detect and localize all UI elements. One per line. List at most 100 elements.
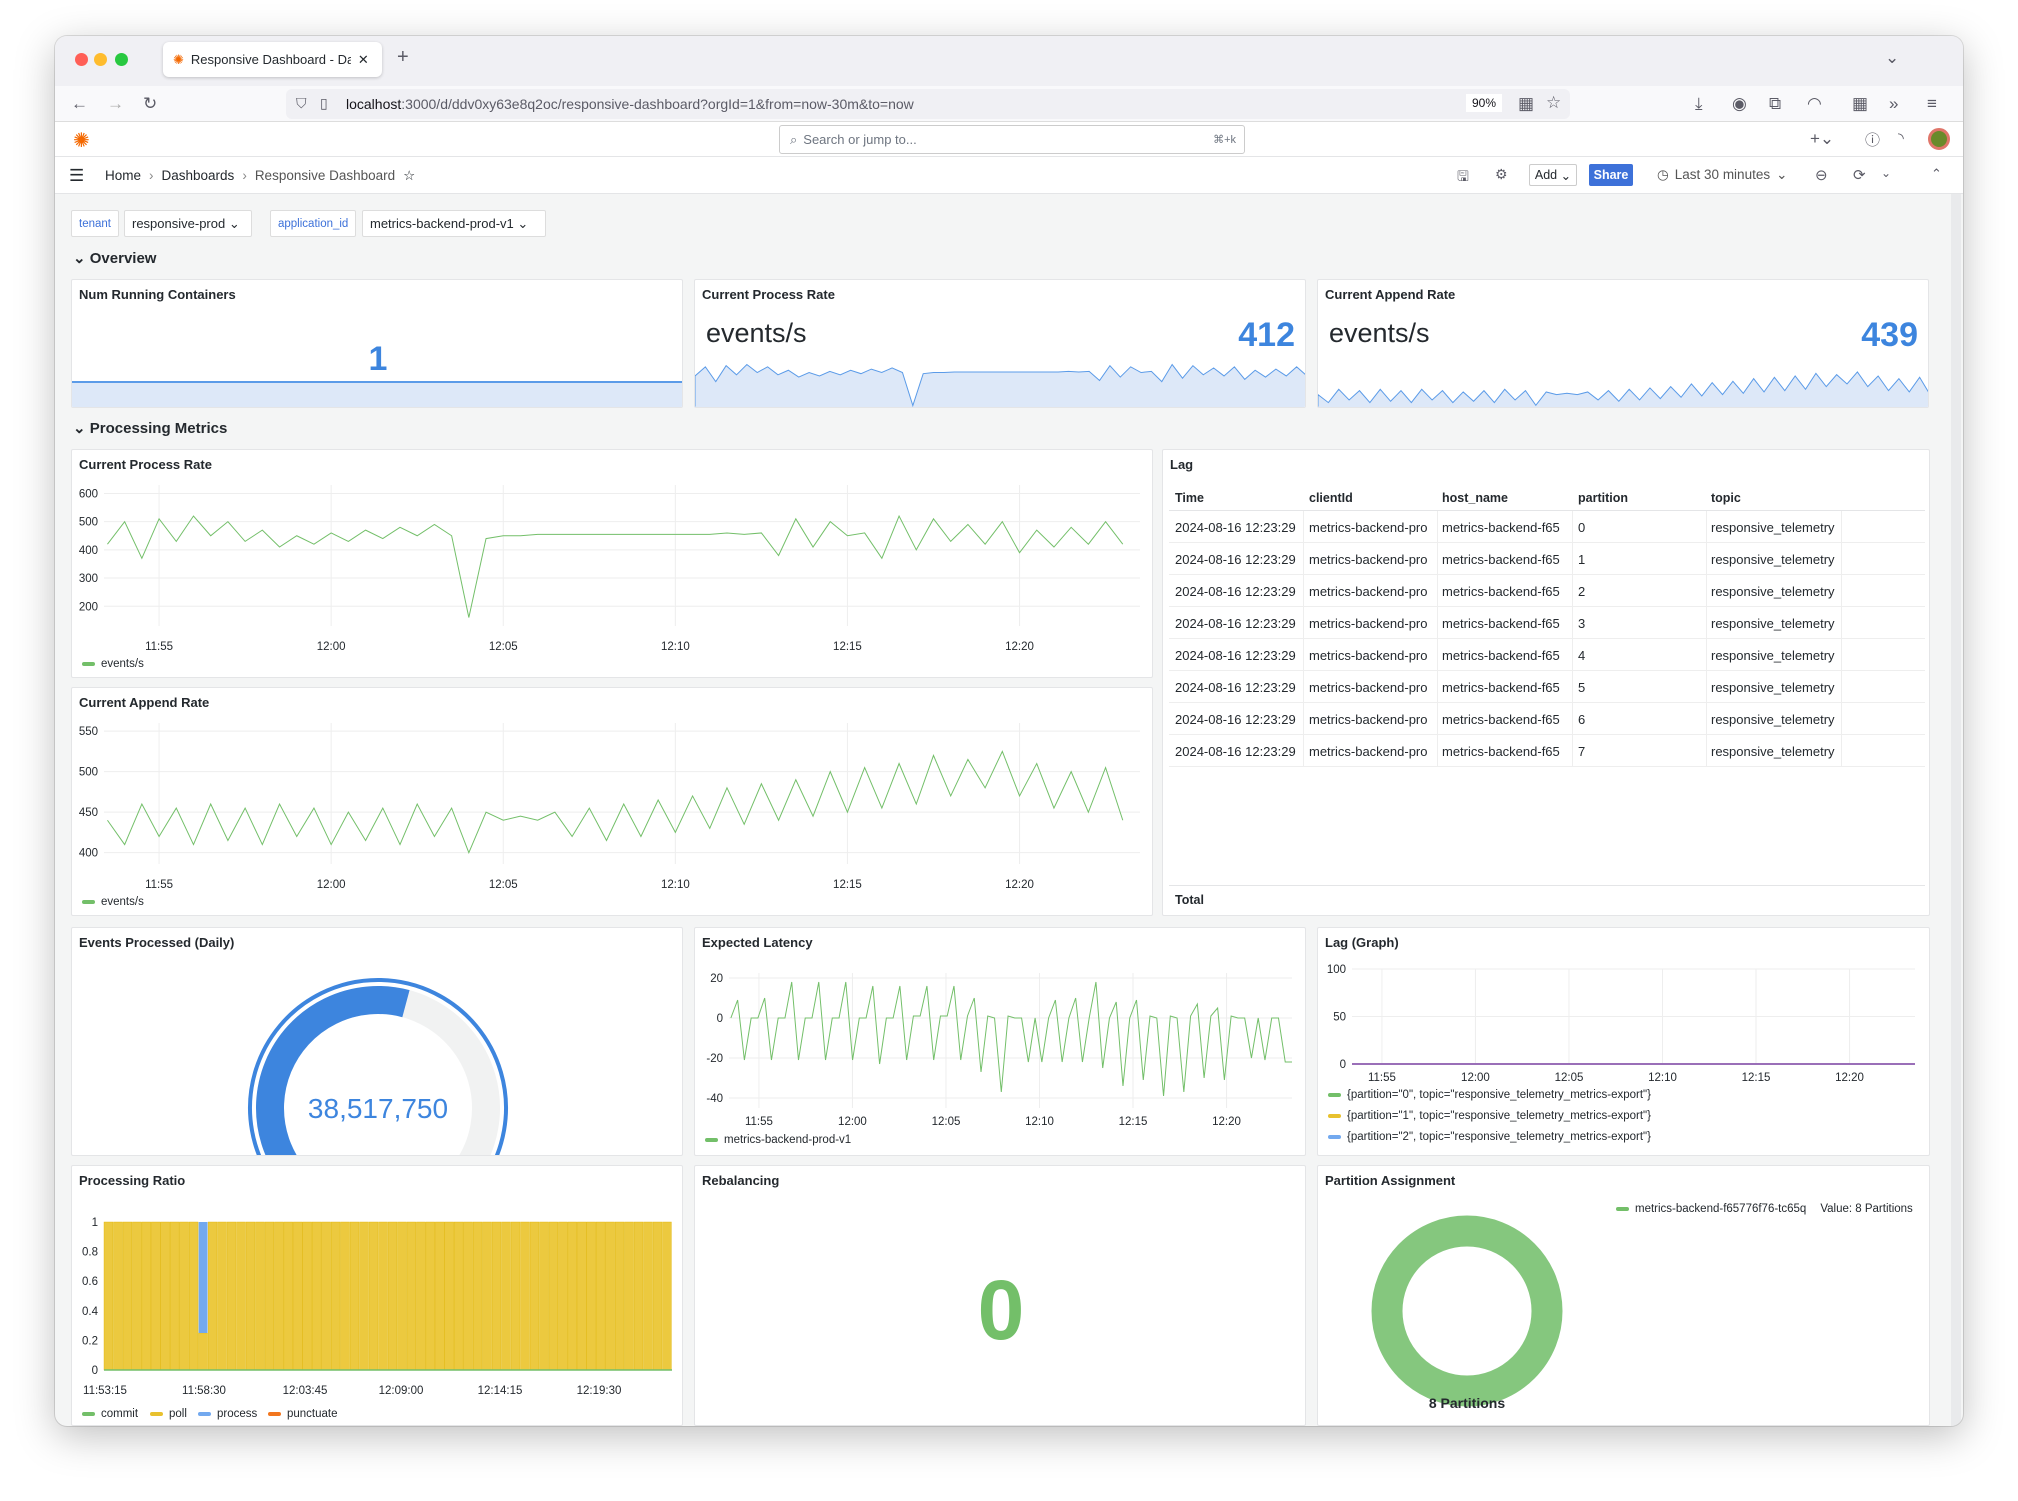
search-input[interactable]: ⌕ Search or jump to... ⌘+k (779, 125, 1245, 154)
new-plus-icon[interactable]: +⌄ (1810, 129, 1835, 148)
minimize-window-button[interactable] (94, 53, 107, 66)
legend-item[interactable]: process (198, 1408, 257, 1420)
help-icon[interactable]: ⓘ (1865, 132, 1881, 149)
hamburger-menu-icon[interactable]: ☰ (69, 166, 85, 185)
legend-swatch (705, 1138, 718, 1142)
legend-item[interactable]: {partition="1", topic="responsive_teleme… (1328, 1110, 1651, 1122)
browser-tab[interactable]: ✺ Responsive Dashboard - Dashboards ✕ (163, 42, 382, 77)
table-row[interactable]: 2024-08-16 12:23:29 metrics-backend-pro me… (1169, 575, 1925, 607)
zoom-out-icon[interactable]: ⊖ (1815, 167, 1828, 184)
scrollbar[interactable] (1951, 194, 1961, 1426)
panel-current-process-rate-stat[interactable]: Current Process Rate events/s 412 (694, 279, 1306, 408)
panel-current-append-rate-stat[interactable]: Current Append Rate events/s 439 (1317, 279, 1929, 408)
y-tick-label: 0.2 (82, 1335, 98, 1347)
url-bar[interactable]: ⛉ ▯ localhost:3000/d/ddv0xy63e8q2oc/resp… (286, 89, 1570, 119)
legend-item[interactable]: {partition="2", topic="responsive_teleme… (1328, 1131, 1651, 1143)
column-header[interactable]: clientId (1309, 491, 1353, 505)
column-header[interactable]: Time (1175, 491, 1204, 505)
reload-icon[interactable]: ↻ (143, 94, 158, 113)
column-header[interactable]: host_name (1442, 491, 1508, 505)
menu-icon[interactable]: ≡ (1927, 94, 1937, 113)
panel-partition-assignment[interactable]: Partition Assignment 8 Partitions metrics-… (1317, 1165, 1930, 1426)
table-row[interactable]: 2024-08-16 12:23:29 metrics-backend-pro me… (1169, 735, 1925, 767)
panel-processing-ratio[interactable]: Processing Ratio 1 0.8 0.6 0.4 0.2 0 11:53:15 11… (71, 1165, 683, 1426)
panel-events-processed-daily[interactable]: Events Processed (Daily) 38,517,750 (71, 927, 683, 1156)
panel-rebalancing[interactable]: Rebalancing 0 (694, 1165, 1306, 1426)
table-row[interactable]: 2024-08-16 12:23:29 metrics-backend-pro me… (1169, 639, 1925, 671)
bar-poll (529, 1221, 540, 1371)
overflow-icon[interactable]: » (1889, 94, 1899, 113)
panel-current-process-rate[interactable]: Current Process Rate 600 500 400 300 200 11:55… (71, 449, 1153, 678)
new-tab-icon[interactable]: + (397, 46, 409, 68)
column-divider (1572, 639, 1573, 671)
table-row[interactable]: 2024-08-16 12:23:29 metrics-backend-pro me… (1169, 607, 1925, 639)
close-tab-icon[interactable]: ✕ (357, 51, 369, 67)
legend-item[interactable]: punctuate (268, 1408, 338, 1420)
bookmark-star-icon[interactable]: ☆ (1546, 93, 1562, 112)
table-row[interactable]: 2024-08-16 12:23:29 metrics-backend-pro me… (1169, 671, 1925, 703)
panel-expected-latency[interactable]: Expected Latency 20 0 -20 -40 11:55 12:00 12:05… (694, 927, 1306, 1156)
table-cell: 2024-08-16 12:23:29 (1175, 680, 1296, 695)
panel-current-append-rate[interactable]: Current Append Rate 550 500 450 400 11:55 12:0… (71, 687, 1153, 916)
grafana-logo-icon[interactable]: ✺ (73, 130, 90, 152)
bar-poll (406, 1221, 416, 1371)
table-row[interactable]: 2024-08-16 12:23:29 metrics-backend-pro me… (1169, 703, 1925, 735)
time-picker[interactable]: ◷ Last 30 minutes ⌄ (1657, 167, 1788, 182)
legend-item[interactable]: {partition="0", topic="responsive_teleme… (1328, 1089, 1651, 1101)
legend-item[interactable]: metrics-backend-f65776f76-tc65q Value: 8 … (1616, 1203, 1913, 1215)
tab-bar: ✺ Responsive Dashboard - Dashboards ✕ + … (55, 36, 1963, 86)
refresh-interval-chevron-icon[interactable]: ⌄ (1881, 166, 1892, 180)
row-overview[interactable]: ⌄ Overview (73, 250, 157, 267)
legend-item[interactable]: events/s (82, 658, 144, 670)
save-icon[interactable]: 🖫 (1457, 168, 1469, 184)
column-header[interactable]: partition (1578, 491, 1628, 505)
variable-select-tenant[interactable]: responsive-prod ⌄ (124, 210, 252, 237)
panel-num-running-containers[interactable]: Num Running Containers 1 (71, 279, 683, 408)
column-divider (1303, 511, 1304, 543)
shield-icon[interactable]: ⛉ (296, 95, 307, 111)
account-icon[interactable]: ◉ (1732, 94, 1747, 113)
settings-gear-icon[interactable]: ⚙ (1495, 166, 1508, 182)
back-icon[interactable]: ← (71, 94, 88, 113)
column-header[interactable]: topic (1711, 491, 1741, 505)
x-tick-label: 11:53:15 (83, 1385, 127, 1397)
bar-poll (331, 1221, 341, 1371)
extensions-icon[interactable]: ⧉ (1769, 94, 1782, 113)
table-row[interactable]: 2024-08-16 12:23:29 metrics-backend-pro me… (1169, 543, 1925, 575)
legend-item[interactable]: events/s (82, 896, 144, 908)
bar-poll (368, 1221, 379, 1371)
bar-poll (349, 1221, 360, 1371)
legend-label: process (217, 1408, 258, 1420)
legend-item[interactable]: commit (82, 1408, 138, 1420)
breadcrumb-home[interactable]: Home (105, 168, 142, 183)
table-cell: metrics-backend-pro (1309, 552, 1428, 567)
grid-plus-icon[interactable]: ▦ (1852, 94, 1869, 113)
news-feed-icon[interactable]: ◝ (1898, 130, 1904, 147)
speed-dial-icon[interactable]: ◠ (1807, 94, 1822, 113)
collapse-chevron-icon[interactable]: ⌃ (1931, 166, 1942, 181)
breadcrumb-dashboards[interactable]: Dashboards (161, 168, 235, 183)
forward-icon[interactable]: → (107, 94, 124, 113)
zoom-level[interactable]: 90% (1466, 94, 1503, 112)
apps-icon[interactable]: ▦ (1518, 94, 1535, 113)
downloads-icon[interactable]: ⤓ (1695, 94, 1703, 113)
bar-poll (652, 1221, 663, 1371)
maximize-window-button[interactable] (115, 53, 128, 66)
legend-item[interactable]: poll (150, 1408, 187, 1420)
panel-lag-graph[interactable]: Lag (Graph) 100 50 0 11:55 12:00 12:05 12:10 12:… (1317, 927, 1930, 1156)
bar-poll (264, 1221, 275, 1371)
legend-item[interactable]: metrics-backend-prod-v1 (705, 1134, 851, 1146)
panel-lag-table[interactable]: Lag Time clientId host_name partition topic 20… (1162, 449, 1930, 916)
favorite-star-icon[interactable]: ☆ (403, 168, 416, 183)
add-button[interactable]: Add ⌄ (1529, 164, 1577, 186)
table-row[interactable]: 2024-08-16 12:23:29 metrics-backend-pro me… (1169, 511, 1925, 543)
close-window-button[interactable] (75, 53, 88, 66)
share-button[interactable]: Share (1589, 164, 1633, 186)
user-avatar[interactable] (1928, 128, 1950, 150)
x-tick-label: 12:19:30 (577, 1385, 622, 1397)
refresh-icon[interactable]: ⟳ (1853, 167, 1866, 184)
y-tick-label: 0 (92, 1365, 98, 1377)
row-processing-metrics[interactable]: ⌄ Processing Metrics (73, 420, 228, 437)
tab-list-chevron-icon[interactable]: ⌄ (1885, 48, 1900, 67)
variable-select-application-id[interactable]: metrics-backend-prod-v1 ⌄ (362, 210, 546, 237)
